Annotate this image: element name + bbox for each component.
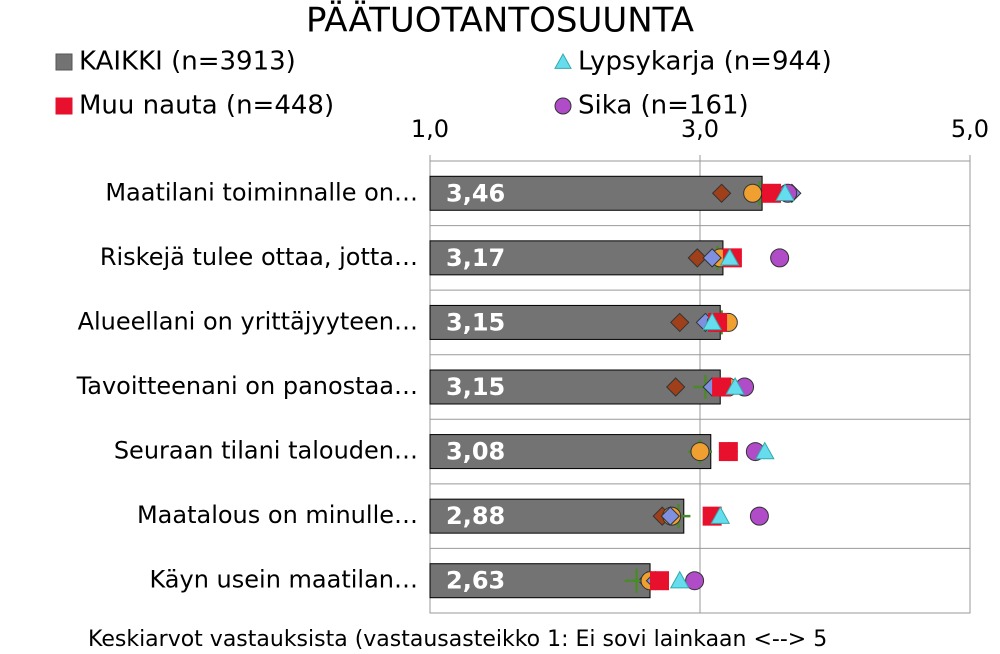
data-label: 2,63 <box>446 567 505 595</box>
y-tick-label: Käyn usein maatilan… <box>149 566 418 594</box>
legend-label: Muu nauta (n=448) <box>79 91 334 121</box>
x-tick-label: 1,0 <box>411 115 449 143</box>
bar <box>429 175 763 211</box>
x-tick-label: 5,0 <box>951 115 989 143</box>
y-tick-label: Maatalous on minulle… <box>137 501 418 529</box>
legend-label: Lypsykarja (n=944) <box>578 47 832 77</box>
marker <box>770 248 790 268</box>
marker <box>669 570 690 589</box>
marker <box>749 506 769 526</box>
marker <box>743 183 763 203</box>
marker <box>775 183 795 201</box>
y-tick-label: Alueellani on yrittäjyyteen… <box>78 307 418 335</box>
marker <box>702 312 722 331</box>
marker <box>687 248 708 268</box>
marker <box>665 377 686 397</box>
legend-swatch <box>55 53 73 71</box>
y-tick-label: Seuraan tilani talouden… <box>114 437 418 465</box>
x-tick-label: 3,0 <box>681 115 719 143</box>
legend-label: KAIKKI (n=3913) <box>79 47 296 77</box>
chart-title: PÄÄTUOTANTOSUUNTA <box>306 1 694 41</box>
marker <box>718 442 738 462</box>
data-label: 2,88 <box>446 502 505 530</box>
marker <box>710 506 731 524</box>
data-label: 3,46 <box>446 179 505 207</box>
bar <box>429 240 724 276</box>
legend-swatch <box>55 97 73 115</box>
marker <box>670 312 690 333</box>
y-tick-label: Riskejä tulee ottaa, jotta… <box>100 243 418 271</box>
marker <box>685 571 705 591</box>
y-tick-label: Tavoitteenani on panostaa… <box>76 372 418 400</box>
legend-swatch <box>554 52 572 69</box>
marker <box>719 247 740 266</box>
marker <box>690 442 710 462</box>
y-tick-label: Maatilani toiminnalle on… <box>105 178 418 206</box>
marker <box>650 571 669 591</box>
data-label: 3,17 <box>446 244 505 272</box>
marker <box>711 183 732 203</box>
x-axis-label: Keskiarvot vastauksista (vastausasteikko… <box>88 627 827 652</box>
bar <box>429 498 685 534</box>
data-label: 3,08 <box>446 438 505 466</box>
marker <box>754 441 775 460</box>
marker <box>725 376 745 395</box>
marker <box>660 506 681 526</box>
legend-label: Sika (n=161) <box>578 91 749 121</box>
bar <box>429 369 721 405</box>
bar <box>429 434 712 470</box>
marker <box>702 248 722 268</box>
data-label: 3,15 <box>446 308 505 336</box>
legend-swatch <box>554 97 572 115</box>
data-label: 3,15 <box>446 373 505 401</box>
